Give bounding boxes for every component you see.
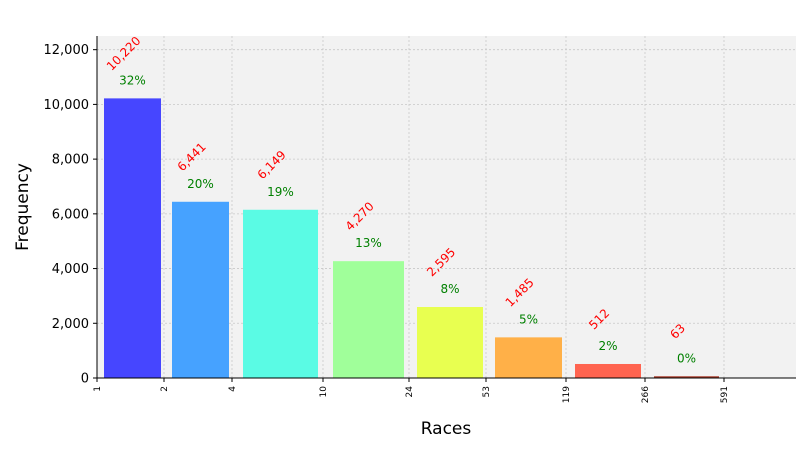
x-tick-label: 24	[405, 386, 415, 398]
bar	[654, 376, 719, 378]
bar	[495, 337, 562, 378]
y-axis-title: Frequency	[13, 163, 33, 251]
y-tick-label: 4,000	[52, 262, 89, 277]
bar	[333, 261, 404, 378]
x-tick-label: 591	[720, 386, 730, 403]
bar	[243, 209, 318, 378]
x-tick-label: 119	[562, 386, 572, 403]
y-tick-label: 0	[81, 372, 89, 387]
percent-label: 20%	[187, 177, 214, 191]
bar	[172, 201, 229, 378]
percent-label: 19%	[267, 185, 294, 199]
percent-label: 2%	[598, 339, 617, 353]
percent-label: 13%	[355, 236, 382, 250]
y-tick-label: 10,000	[44, 98, 90, 113]
bar	[417, 307, 483, 378]
x-axis-title: Races	[421, 419, 472, 439]
y-tick-label: 8,000	[52, 153, 89, 168]
percent-label: 0%	[677, 351, 696, 365]
x-tick-label: 266	[641, 386, 651, 403]
percent-label: 5%	[519, 312, 538, 326]
percent-label: 32%	[119, 73, 146, 87]
y-tick-label: 12,000	[44, 43, 90, 58]
bars-group	[104, 98, 719, 378]
x-tick-label: 2	[160, 386, 170, 392]
percent-label: 8%	[440, 282, 459, 296]
bar	[104, 98, 161, 378]
x-tick-label: 4	[228, 386, 238, 392]
x-tick-label: 10	[319, 386, 329, 398]
bar	[575, 363, 641, 378]
y-tick-label: 6,000	[52, 207, 89, 222]
x-tick-label: 1	[93, 386, 103, 392]
x-tick-label: 53	[482, 386, 492, 397]
y-tick-label: 2,000	[52, 317, 89, 332]
